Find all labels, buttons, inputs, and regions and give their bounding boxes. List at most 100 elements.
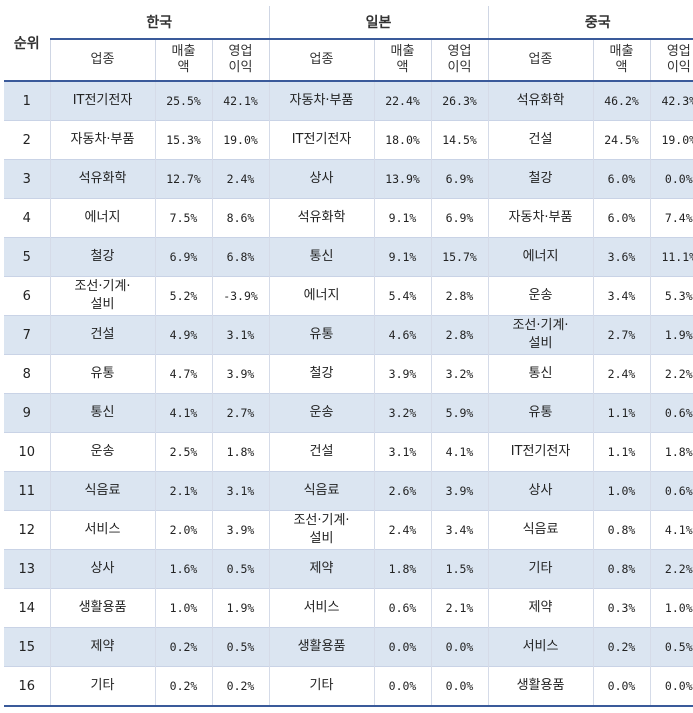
industry-cell-korea: 조선·기계· 설비	[49, 276, 155, 316]
industry-cell-japan: 자동차·부품	[268, 80, 375, 121]
rank-cell: 10	[4, 432, 50, 472]
industry-cell-korea: 통신	[49, 393, 155, 433]
sales-header-line2: 액	[177, 60, 190, 75]
table-row: 15 제약 0.2% 0.5% 생활용품 0.0% 0.0% 서비스 0.2% 0.5%	[4, 627, 693, 667]
profit-share-cell-korea: 3.9%	[211, 354, 270, 394]
sales-share-cell-korea: 2.5%	[154, 432, 212, 472]
industry-cell-korea: IT전기전자	[49, 80, 155, 121]
sales-share-cell-china: 0.0%	[592, 666, 651, 707]
profit-share-cell-korea: 8.6%	[211, 198, 270, 238]
profit-share-cell-korea: 2.7%	[211, 393, 270, 433]
profit-share-cell-korea: 3.9%	[211, 510, 270, 550]
profit-share-cell-korea: 3.1%	[211, 315, 270, 355]
table-body: 1 IT전기전자 25.5% 42.1% 자동차·부품 22.4% 26.3% 석유화학 46.…	[4, 80, 693, 707]
industry-cell-japan: 에너지	[268, 276, 375, 316]
sales-share-cell-japan: 0.6%	[373, 588, 432, 628]
sales-share-cell-japan: 3.9%	[373, 354, 432, 394]
sales-share-cell-korea: 6.9%	[154, 237, 212, 277]
profit-share-cell-china: 0.6%	[649, 471, 693, 511]
industry-cell-korea: 건설	[49, 315, 155, 355]
table-row: 4 에너지 7.5% 8.6% 석유화학 9.1% 6.9% 자동차·부품 6.0% 7.4%	[4, 198, 693, 238]
industry-cell-china: 조선·기계· 설비	[487, 315, 594, 355]
profit-share-cell-china: 1.0%	[649, 588, 693, 628]
profit-header-line1: 영업	[228, 44, 253, 59]
industry-cell-japan: 운송	[268, 393, 375, 433]
sales-share-cell-korea: 4.7%	[154, 354, 212, 394]
sales-share-cell-japan: 5.4%	[373, 276, 432, 316]
industry-ranking-table-container: 순위 한국 일본 중국 업종 매출 액 영업 이익 업종 매출 액 영업 이익 업종 매출 액 영업 이익 …	[4, 6, 693, 707]
profit-share-cell-china: 19.0%	[649, 120, 693, 160]
industry-cell-korea: 기타	[49, 666, 155, 707]
profit-share-cell-korea: 6.8%	[211, 237, 270, 277]
industry-cell-japan: 제약	[268, 549, 375, 589]
sales-share-cell-japan: 3.1%	[373, 432, 432, 472]
industry-cell-japan: 석유화학	[268, 198, 375, 238]
profit-header-line2: 이익	[666, 60, 691, 75]
sales-share-cell-korea: 1.6%	[154, 549, 212, 589]
profit-share-cell-japan: 0.0%	[430, 666, 489, 707]
rank-cell: 4	[4, 198, 50, 238]
country-header-japan: 일본	[268, 6, 489, 40]
sales-share-cell-korea: 25.5%	[154, 80, 212, 121]
sales-share-cell-japan: 2.6%	[373, 471, 432, 511]
sales-header: 매출 액	[154, 39, 212, 81]
sales-share-cell-china: 1.1%	[592, 393, 651, 433]
industry-header: 업종	[268, 39, 375, 81]
sales-share-cell-korea: 5.2%	[154, 276, 212, 316]
profit-share-cell-china: 11.1%	[649, 237, 693, 277]
table-row: 6 조선·기계· 설비 5.2% -3.9% 에너지 5.4% 2.8% 운송 3.4% 5.3%	[4, 276, 693, 316]
rank-cell: 13	[4, 549, 50, 589]
industry-cell-japan: 생활용품	[268, 627, 375, 667]
industry-cell-china: 식음료	[487, 510, 594, 550]
operating-profit-header: 영업 이익	[649, 39, 693, 81]
sales-header: 매출 액	[592, 39, 651, 81]
profit-header-line2: 이익	[447, 60, 472, 75]
sales-share-cell-korea: 4.1%	[154, 393, 212, 433]
industry-cell-japan: 상사	[268, 159, 375, 199]
industry-cell-korea: 식음료	[49, 471, 155, 511]
table-row: 8 유통 4.7% 3.9% 철강 3.9% 3.2% 통신 2.4% 2.2%	[4, 354, 693, 394]
country-header-china: 중국	[487, 6, 693, 40]
industry-cell-korea: 유통	[49, 354, 155, 394]
sales-share-cell-japan: 3.2%	[373, 393, 432, 433]
profit-share-cell-korea: -3.9%	[211, 276, 270, 316]
rank-cell: 2	[4, 120, 50, 160]
sales-share-cell-japan: 0.0%	[373, 666, 432, 707]
profit-share-cell-china: 0.5%	[649, 627, 693, 667]
industry-cell-china: 에너지	[487, 237, 594, 277]
sales-share-cell-korea: 2.0%	[154, 510, 212, 550]
rank-cell: 16	[4, 666, 50, 707]
industry-cell-korea: 운송	[49, 432, 155, 472]
industry-cell-korea: 제약	[49, 627, 155, 667]
industry-ranking-table: 순위 한국 일본 중국 업종 매출 액 영업 이익 업종 매출 액 영업 이익 업종 매출 액 영업 이익 …	[4, 6, 693, 707]
sales-share-cell-china: 0.8%	[592, 510, 651, 550]
profit-share-cell-china: 2.2%	[649, 354, 693, 394]
profit-share-cell-japan: 4.1%	[430, 432, 489, 472]
profit-share-cell-japan: 26.3%	[430, 80, 489, 121]
industry-cell-china: 건설	[487, 120, 594, 160]
sales-share-cell-korea: 7.5%	[154, 198, 212, 238]
industry-cell-china: 통신	[487, 354, 594, 394]
rank-cell: 15	[4, 627, 50, 667]
profit-share-cell-japan: 5.9%	[430, 393, 489, 433]
profit-share-cell-china: 1.8%	[649, 432, 693, 472]
sales-share-cell-korea: 0.2%	[154, 627, 212, 667]
sales-share-cell-japan: 22.4%	[373, 80, 432, 121]
profit-share-cell-china: 7.4%	[649, 198, 693, 238]
industry-cell-japan: 조선·기계· 설비	[268, 510, 375, 550]
rank-cell: 1	[4, 80, 50, 121]
table-row: 13 상사 1.6% 0.5% 제약 1.8% 1.5% 기타 0.8% 2.2%	[4, 549, 693, 589]
industry-cell-china: 유통	[487, 393, 594, 433]
profit-share-cell-korea: 1.9%	[211, 588, 270, 628]
profit-share-cell-china: 4.1%	[649, 510, 693, 550]
country-header-korea: 한국	[50, 6, 270, 40]
table-row: 2 자동차·부품 15.3% 19.0% IT전기전자 18.0% 14.5% 건설 24.5%…	[4, 120, 693, 160]
sales-share-cell-china: 3.4%	[592, 276, 651, 316]
sales-share-cell-korea: 1.0%	[154, 588, 212, 628]
table-row: 3 석유화학 12.7% 2.4% 상사 13.9% 6.9% 철강 6.0% 0.0%	[4, 159, 693, 199]
profit-share-cell-korea: 19.0%	[211, 120, 270, 160]
profit-share-cell-japan: 2.1%	[430, 588, 489, 628]
profit-share-cell-japan: 15.7%	[430, 237, 489, 277]
profit-share-cell-china: 5.3%	[649, 276, 693, 316]
sales-share-cell-china: 0.2%	[592, 627, 651, 667]
